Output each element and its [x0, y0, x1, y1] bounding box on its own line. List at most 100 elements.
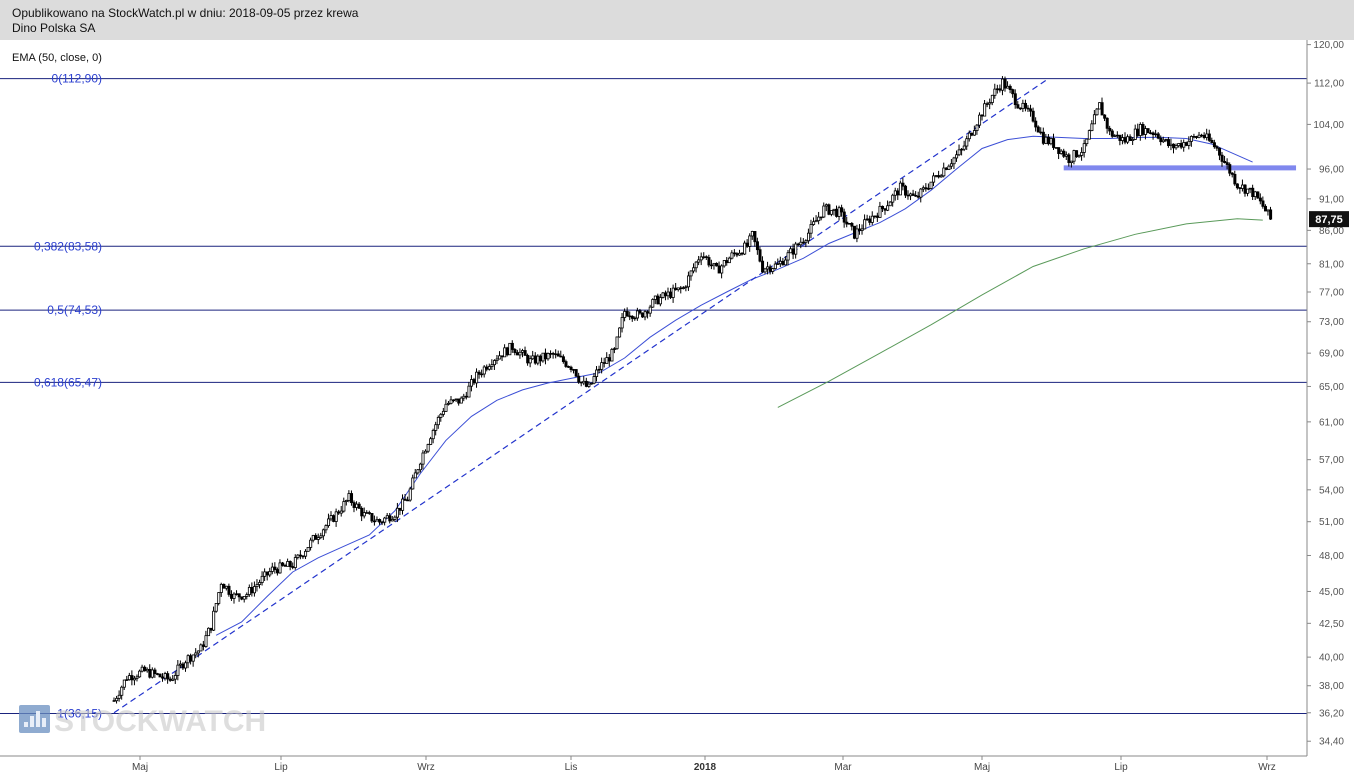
candle-body [681, 287, 685, 289]
candle-body [638, 310, 642, 314]
candle-body [1138, 124, 1142, 136]
candle-body [666, 291, 670, 297]
candle-body [990, 94, 994, 103]
candle-body [587, 383, 591, 387]
candle-body [886, 205, 890, 211]
candle-body [722, 260, 726, 267]
candle-body [350, 493, 354, 503]
candle-body [418, 463, 422, 471]
candle-body [388, 515, 392, 522]
y-tick-label: 120,00 [1313, 40, 1344, 51]
candle-body [978, 114, 982, 126]
candle-body [201, 644, 205, 647]
candle-body [687, 275, 691, 288]
candle-body [503, 347, 507, 358]
fib-label: 0,5(74,53) [47, 303, 102, 317]
candle-body [707, 257, 711, 266]
watermark-text: STOCKWATCH [54, 705, 266, 738]
candle-body [235, 593, 239, 595]
candle-body [447, 402, 451, 405]
candle-body [1036, 126, 1040, 133]
candle-body [408, 488, 412, 501]
candle-body [1228, 164, 1232, 174]
candle-body [1230, 172, 1234, 175]
candle-body [1159, 137, 1163, 143]
candle-body [985, 103, 989, 105]
y-tick-label: 69,00 [1319, 349, 1344, 360]
candle-body [1110, 130, 1114, 137]
candle-body [265, 571, 269, 576]
candle-body [1200, 134, 1204, 137]
candle-body [745, 242, 749, 247]
candle-body [1215, 146, 1219, 149]
y-tick-label: 36,20 [1319, 708, 1344, 719]
candle-body [983, 103, 987, 117]
y-tick-label: 42,50 [1319, 619, 1344, 630]
candle-body [906, 194, 910, 197]
candle-body [212, 610, 216, 631]
candle-body [901, 182, 905, 187]
candle-body [937, 175, 941, 178]
candle-body [932, 175, 936, 183]
watermark-logo-bar [24, 722, 28, 727]
candle-body [658, 297, 662, 305]
candle-body [1218, 147, 1222, 156]
candle-body [577, 375, 581, 383]
candle-body [651, 299, 655, 308]
candle-body [421, 452, 425, 465]
candle-body [1146, 128, 1150, 134]
y-tick-label: 104,00 [1313, 120, 1344, 131]
candle-body [653, 295, 657, 300]
candle-body [1205, 133, 1209, 138]
candle-body [191, 654, 195, 662]
watermark-logo-bar [42, 718, 46, 727]
candle-body [1220, 154, 1224, 162]
candle-body [449, 399, 453, 404]
candle-body [286, 561, 290, 567]
candle-body [393, 516, 397, 520]
candle-body [199, 644, 203, 652]
candle-body [528, 358, 532, 364]
fib-label: 0(112,90) [52, 72, 102, 86]
candle-body [1108, 127, 1112, 132]
candle-body [753, 231, 757, 243]
candle-body [967, 132, 971, 140]
candle-body [1054, 147, 1058, 149]
candle-body [260, 575, 264, 583]
fibonacci-levels: 0(112,90) 0,382(83,58) 0,5(74,53) 0,618(65,… [0, 72, 1307, 721]
candle-body [592, 376, 596, 384]
y-tick-label: 65,00 [1319, 382, 1344, 393]
candle-body [554, 353, 558, 356]
candle-body [240, 596, 244, 600]
candle-body [140, 666, 144, 672]
candle-body [955, 154, 959, 159]
candle-body [561, 356, 565, 363]
candle-body [776, 263, 780, 265]
candle-body [812, 221, 816, 225]
candle-body [730, 252, 734, 259]
fib-label: 0,618(65,47) [34, 375, 102, 389]
candle-body [411, 477, 415, 490]
candle-body [1179, 143, 1183, 148]
candle-body [452, 399, 456, 402]
candle-body [1095, 108, 1099, 116]
candle-body [403, 498, 407, 501]
y-tick-label: 77,00 [1319, 287, 1344, 298]
candle-body [258, 582, 262, 585]
candle-body [669, 291, 673, 298]
candle-body [480, 373, 484, 376]
candle-body [692, 267, 696, 272]
candle-body [1024, 102, 1028, 109]
candle-body [176, 664, 180, 676]
x-tick-label: Wrz [417, 762, 435, 773]
candle-body [635, 310, 639, 319]
candle-body [163, 673, 167, 679]
candle-body [227, 585, 231, 595]
candle-body [459, 397, 463, 404]
y-tick-label: 34,40 [1319, 737, 1344, 748]
candle-body [740, 252, 744, 255]
candle-body [1197, 134, 1201, 138]
candle-body [1049, 138, 1053, 145]
candle-body [743, 242, 747, 255]
